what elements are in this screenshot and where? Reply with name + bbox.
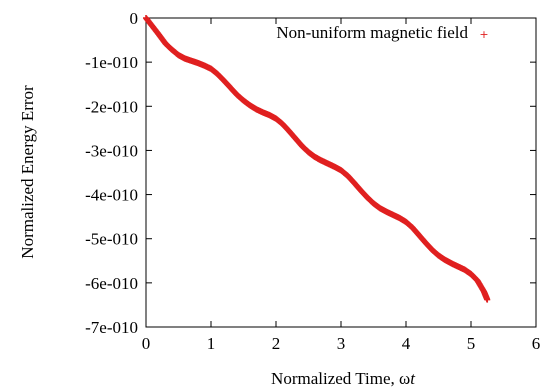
x-tick-label: 6: [532, 334, 541, 353]
x-axis-title-prefix: Normalized Time,: [271, 369, 399, 388]
data-series: [143, 15, 491, 303]
x-axis-title-variable: t: [410, 369, 416, 388]
data-point: [484, 296, 491, 303]
axis-ticks: 0 1 2 3 4 5 6 0 -1e-010 -2e-010 -3e-010 -4e-010 -5e-…: [85, 9, 540, 353]
x-tick-label: 3: [337, 334, 346, 353]
y-tick-label: -5e-010: [85, 230, 138, 249]
x-tick-label: 1: [207, 334, 216, 353]
y-tick-label: -1e-010: [85, 53, 138, 72]
x-axis-title: Normalized Time, ωt: [271, 369, 416, 388]
y-tick-label: -3e-010: [85, 141, 138, 160]
x-tick-label: 2: [272, 334, 281, 353]
x-tick-label: 0: [142, 334, 151, 353]
x-tick-label: 4: [402, 334, 411, 353]
y-tick-label: -2e-010: [85, 97, 138, 116]
y-axis-title: Normalized Energy Error: [18, 85, 37, 259]
legend-marker: +: [479, 28, 488, 41]
y-tick-label: -7e-010: [85, 318, 138, 337]
legend: Non-uniform magnetic field +: [276, 23, 488, 42]
x-axis-title-symbol: ω: [399, 369, 410, 388]
series-points: [143, 15, 491, 303]
x-tick-label: 5: [467, 334, 476, 353]
legend-label: Non-uniform magnetic field: [276, 23, 468, 42]
y-tick-label: 0: [130, 9, 139, 28]
y-tick-label: -4e-010: [85, 186, 138, 205]
y-tick-label: -6e-010: [85, 274, 138, 293]
